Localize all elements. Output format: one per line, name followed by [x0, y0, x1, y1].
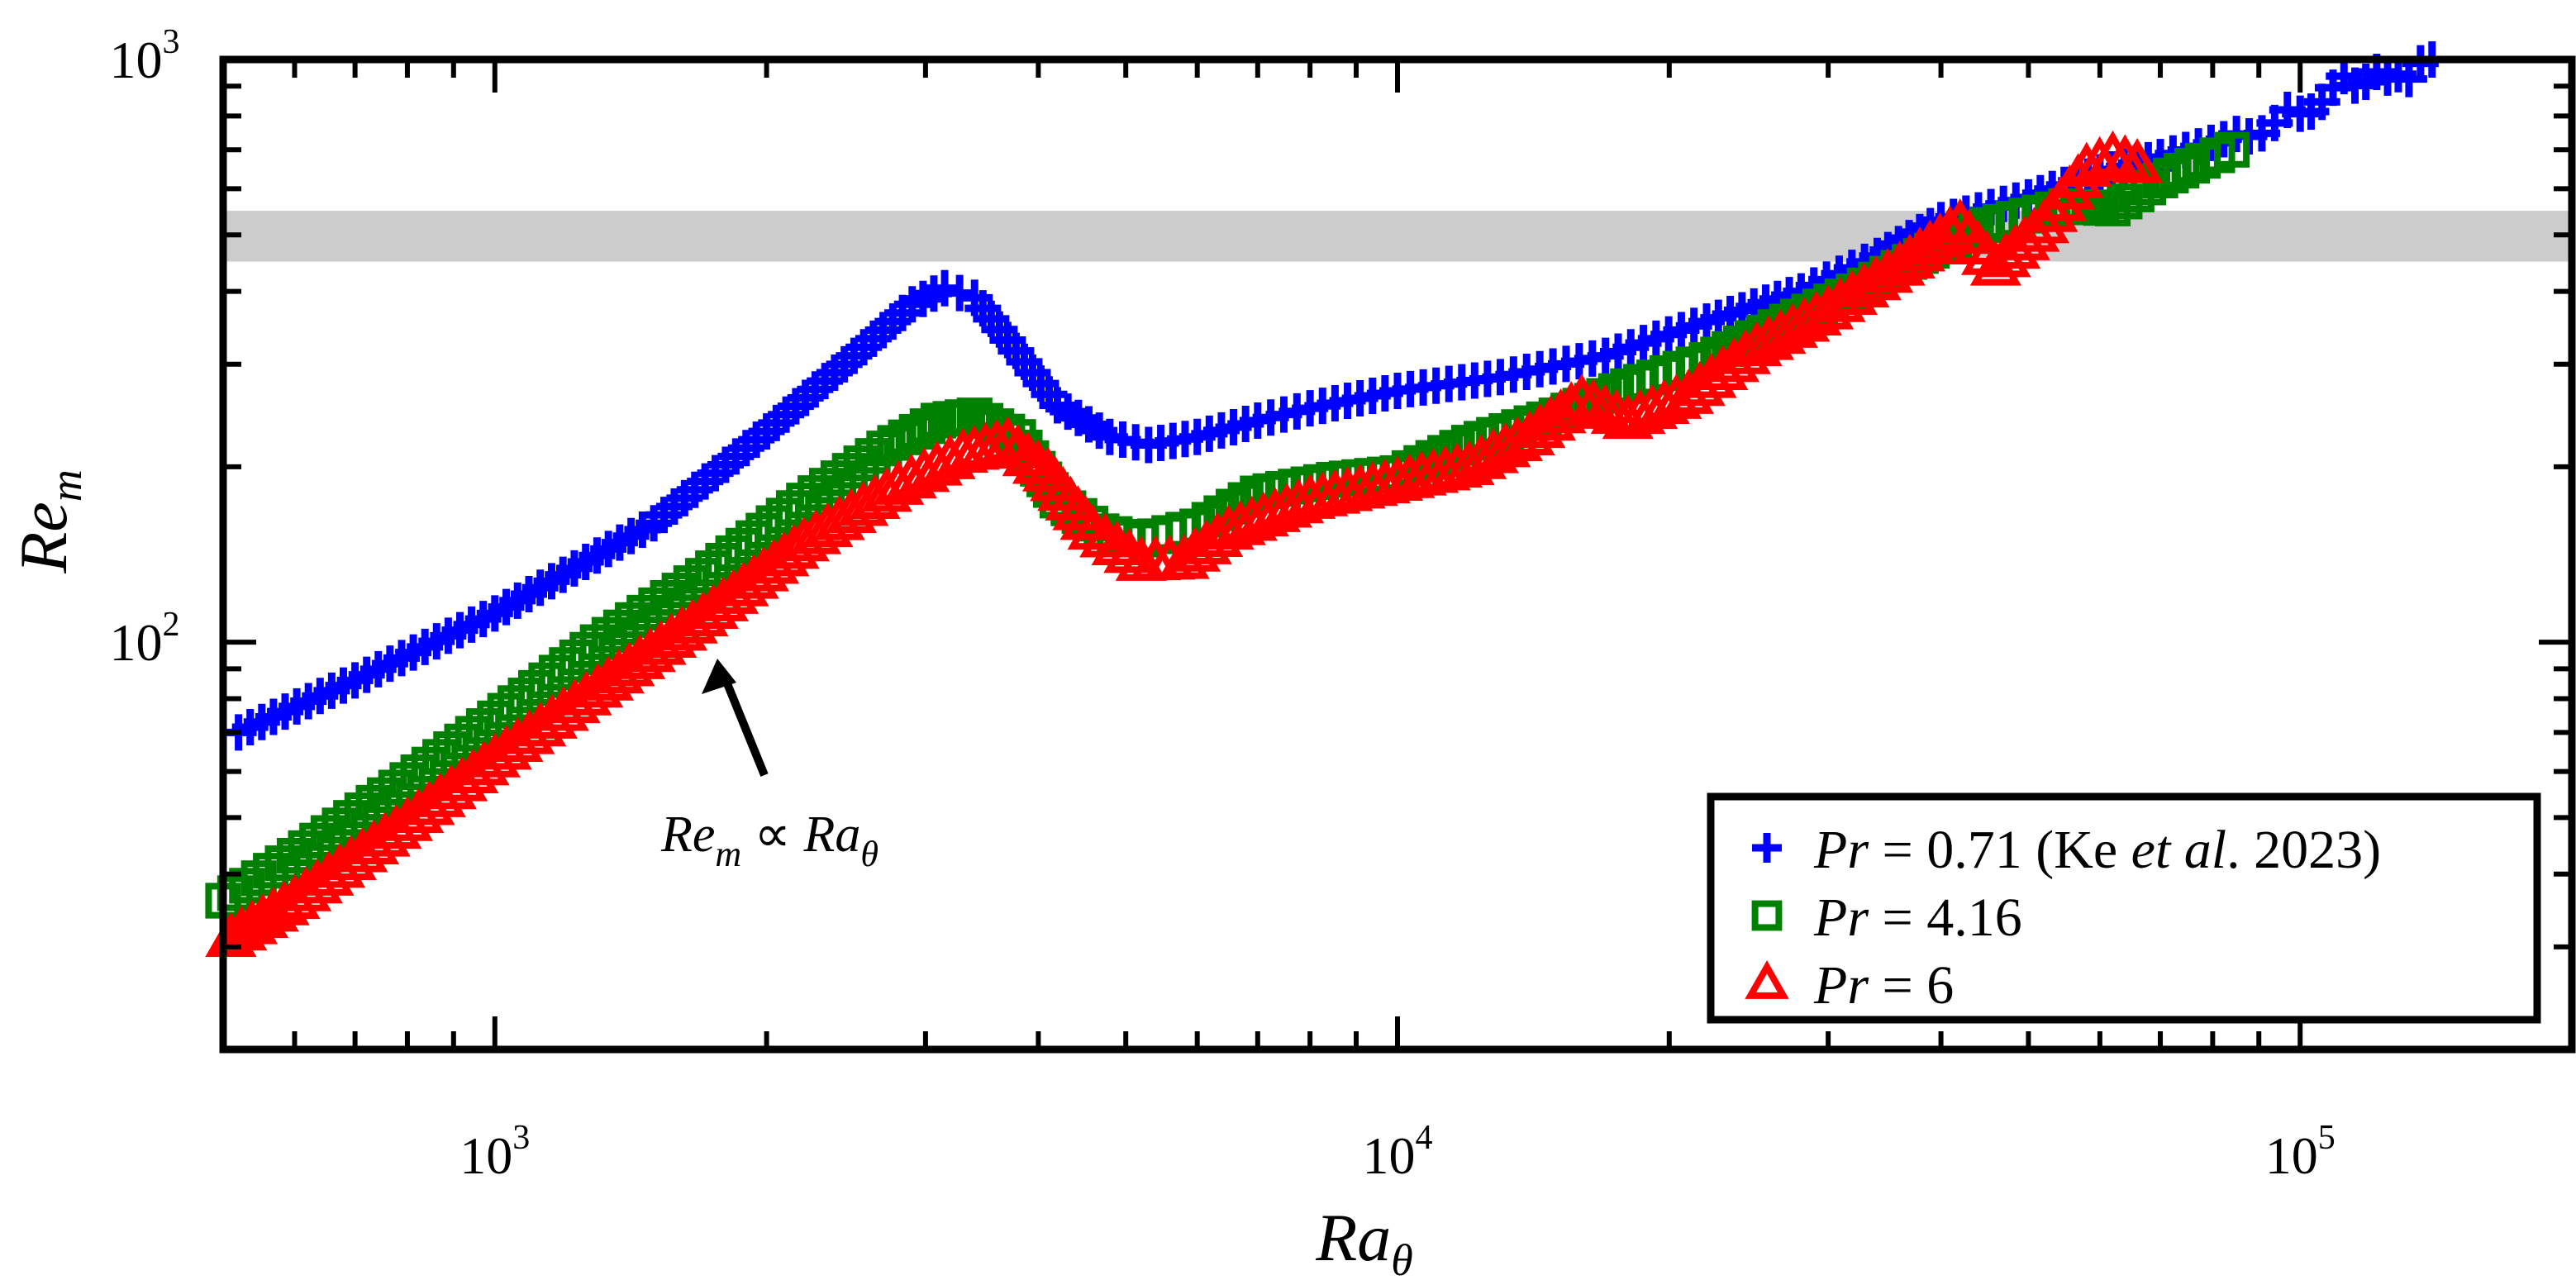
- y-tick-label: 102: [110, 606, 180, 672]
- square-marker: [898, 413, 935, 450]
- legend: Pr = 0.71 (Ke et al. 2023) Pr = 4.16 Pr = …: [1707, 792, 2541, 1024]
- x-tick-label: 104: [1363, 1119, 1433, 1185]
- annotation-arrow-shaft: [719, 672, 769, 777]
- square-marker: [1751, 900, 1783, 931]
- triangle-marker: [2074, 136, 2126, 182]
- x-axis-title: Raθ: [1315, 1200, 1413, 1280]
- annotation-label: Rem ∝ Raθ: [660, 807, 879, 874]
- plus-marker: [1752, 833, 1782, 863]
- triangle-marker: [1874, 240, 1926, 286]
- y-tick-label: 103: [110, 23, 180, 89]
- x-tick-label: 105: [2265, 1119, 2336, 1185]
- square-marker: [909, 408, 945, 445]
- legend-label: Pr = 6: [1813, 955, 1954, 1016]
- square-marker: [2174, 147, 2211, 184]
- triangle-marker: [1192, 512, 1244, 557]
- square-marker: [888, 419, 924, 455]
- triangle-marker: [1555, 374, 1608, 419]
- triangle-marker: [258, 880, 310, 926]
- annotation-arrow-head: [702, 659, 736, 694]
- triangle-marker: [1567, 378, 1620, 424]
- triangle-marker: [2087, 130, 2139, 176]
- triangle-marker: [1893, 226, 1946, 272]
- series-triangle: [205, 130, 2164, 957]
- legend-label: Pr = 4.16: [1813, 887, 2022, 948]
- triangle-marker: [2112, 137, 2164, 183]
- legend-entry-plus: Pr = 0.71 (Ke et al. 2023): [1752, 820, 2381, 880]
- legend-entry-square: Pr = 4.16: [1751, 887, 2022, 948]
- triangle-marker: [837, 481, 889, 526]
- legend-box: [1707, 792, 2541, 1024]
- triangle-marker: [802, 502, 854, 548]
- square-marker: [877, 425, 913, 461]
- triangle-marker: [825, 488, 878, 534]
- triangle-marker: [992, 423, 1044, 469]
- triangle-marker: [813, 495, 865, 540]
- annotation: Rem ∝ Raθ: [660, 659, 879, 874]
- triangle-marker: [1883, 233, 1936, 279]
- triangle-marker: [1745, 960, 1789, 999]
- triangle-marker: [982, 416, 1034, 461]
- square-marker: [866, 431, 902, 467]
- triangle-marker: [1790, 290, 1842, 336]
- square-marker: [2164, 152, 2200, 189]
- triangle-marker: [1578, 383, 1631, 429]
- square-marker: [2213, 131, 2250, 168]
- triangle-marker: [1650, 374, 1702, 419]
- triangle-marker: [1904, 219, 1956, 264]
- triangle-marker: [789, 509, 842, 554]
- triangle-marker: [1012, 439, 1064, 484]
- gray-band: [223, 211, 2572, 262]
- triangle-marker: [1914, 212, 1966, 258]
- y-axis-title: Rem: [6, 469, 91, 573]
- shaded-band: [223, 211, 2572, 262]
- data-series: [205, 41, 2450, 957]
- triangle-marker: [1002, 431, 1054, 477]
- triangle-marker: [778, 516, 830, 562]
- legend-entry-triangle: Pr = 6: [1745, 955, 1954, 1016]
- x-tick-label: 103: [459, 1119, 530, 1185]
- triangle-marker: [849, 473, 901, 519]
- triangle-marker: [2099, 134, 2151, 179]
- legend-label: Pr = 0.71 (Ke et al. 2023): [1813, 820, 2381, 880]
